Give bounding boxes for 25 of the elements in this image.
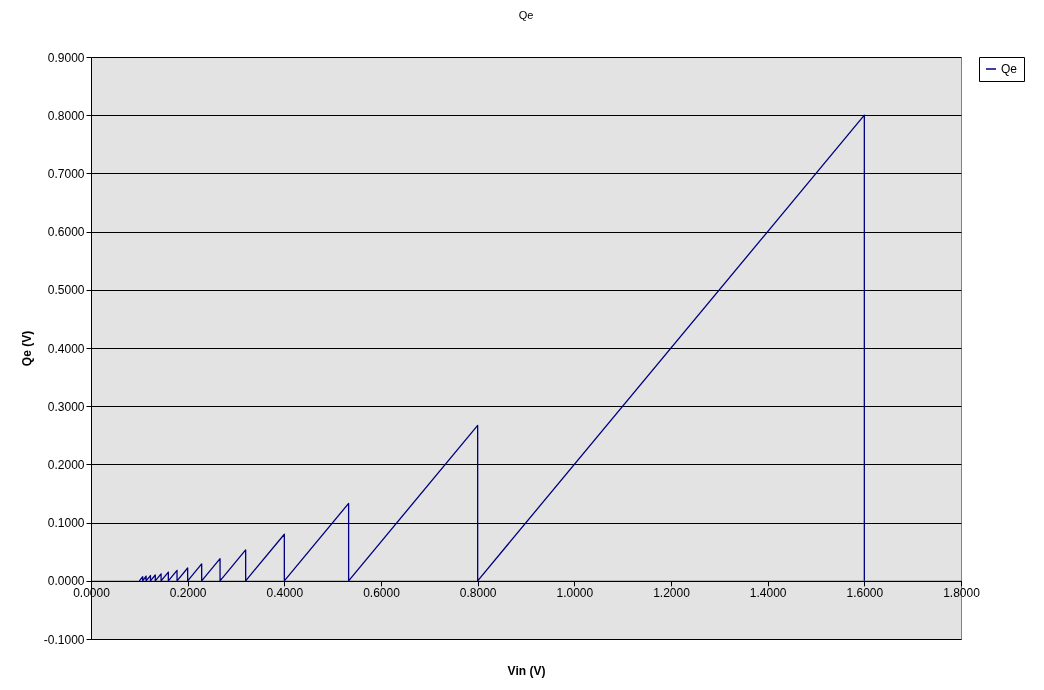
x-tick-label: 0.8000 <box>459 586 497 601</box>
y-tick-label: 0.8000 <box>47 108 85 123</box>
line-series <box>138 114 865 582</box>
x-axis-title: Vin (V) <box>507 663 546 678</box>
y-tick-label: 0.7000 <box>47 166 85 181</box>
y-tick-label: -0.1000 <box>43 632 85 647</box>
y-axis-title: Qe (V) <box>19 330 34 367</box>
y-tick-label: 0.3000 <box>47 399 85 414</box>
legend-label: Qe <box>1001 62 1018 76</box>
y-tick-label: 0.1000 <box>47 516 85 531</box>
x-tick-label: 1.6000 <box>846 586 884 601</box>
y-tick-label: 0.0000 <box>47 574 85 589</box>
x-tick-label: 0.2000 <box>169 586 207 601</box>
y-tick-label: 0.4000 <box>47 341 85 356</box>
y-tick-label: 0.6000 <box>47 225 85 240</box>
x-tick-label: 0.6000 <box>363 586 401 601</box>
x-tick-label: 1.2000 <box>653 586 691 601</box>
chart-title: Qe <box>518 9 534 21</box>
y-tick-label: 0.9000 <box>47 50 85 65</box>
x-tick-label: 0.4000 <box>266 586 304 601</box>
x-tick-label: 1.0000 <box>556 586 594 601</box>
x-tick-label: 1.8000 <box>943 586 981 601</box>
x-tick-label: 1.4000 <box>749 586 787 601</box>
y-tick-label: 0.5000 <box>47 283 85 298</box>
y-tick-label: 0.2000 <box>47 457 85 472</box>
